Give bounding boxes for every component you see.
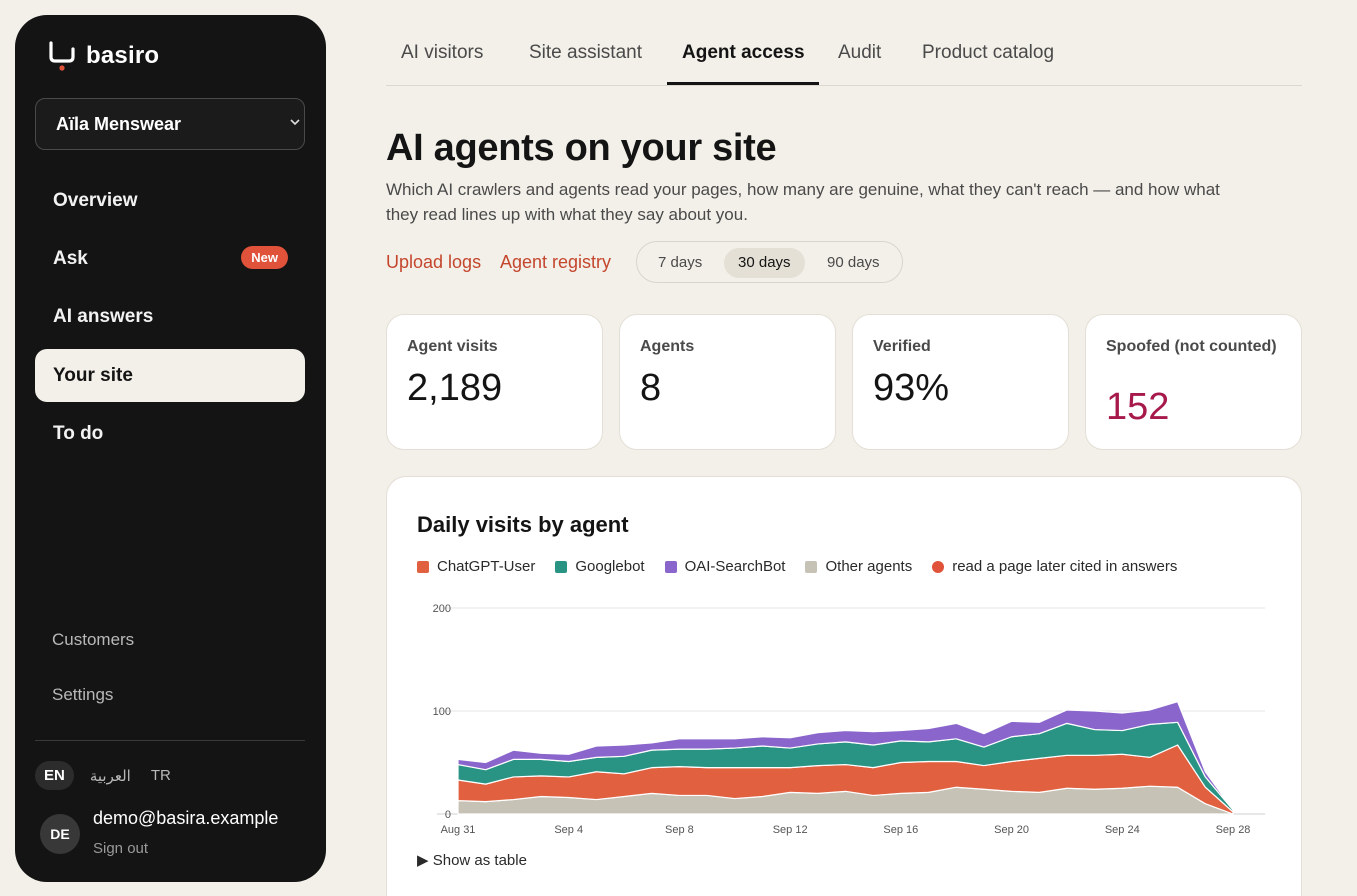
sign-out-link[interactable]: Sign out (93, 840, 149, 857)
y-tick-label: 100 (433, 706, 451, 718)
chart-legend: ChatGPT-User Googlebot OAI-SearchBot Oth… (417, 558, 1197, 575)
active-tab-indicator (667, 82, 819, 85)
legend-other-agents[interactable]: Other agents (805, 558, 912, 575)
nav-item-label: To do (53, 422, 104, 444)
nav-item-ai-answers[interactable]: AI answers (35, 290, 305, 343)
daily-visits-chart-card: Daily visits by agent ChatGPT-User Googl… (386, 476, 1302, 896)
lang-en[interactable]: EN (35, 761, 74, 790)
triangle-right-icon: ▶ (417, 852, 429, 869)
nav-item-to-do[interactable]: To do (35, 407, 305, 460)
tab-ai-visitors[interactable]: AI visitors (401, 42, 484, 63)
stat-label: Verified (873, 338, 931, 355)
stat-value: 2,189 (407, 367, 503, 409)
legend-swatch (417, 560, 429, 573)
x-tick-label: Sep 20 (994, 824, 1029, 836)
stat-card-spoofed: Spoofed (not counted) 152 (1085, 314, 1302, 450)
stat-value: 93% (873, 367, 950, 409)
nav-item-label: Ask (53, 247, 88, 269)
stat-value: 8 (640, 367, 662, 409)
tab-agent-access[interactable]: Agent access (682, 42, 805, 63)
y-tick-label: 200 (433, 603, 451, 615)
stacked-area-chart: 0 100 200 Aug 31 Sep 4 Sep 8 Sep 12 Sep 16 Sep 2… (433, 603, 1265, 836)
x-tick-label: Sep 8 (665, 824, 694, 836)
brand-logo[interactable]: basiro (48, 41, 159, 71)
basiro-logo-icon (48, 41, 76, 71)
workspace-selector[interactable]: Aïla Menswear (35, 98, 305, 150)
range-7-days[interactable]: 7 days (658, 254, 703, 271)
stat-label: Spoofed (not counted) (1106, 338, 1277, 355)
nav-item-ask[interactable]: Ask New (35, 232, 305, 285)
legend-label: read a page later cited in answers (952, 558, 1178, 575)
range-30-days[interactable]: 30 days (724, 248, 805, 278)
legend-label: ChatGPT-User (437, 558, 536, 575)
stat-value: 152 (1106, 386, 1170, 428)
sidebar-divider (35, 740, 305, 741)
nav-item-label: AI answers (53, 305, 154, 327)
page-title: AI agents on your site (386, 127, 777, 169)
tab-product-catalog[interactable]: Product catalog (922, 42, 1055, 63)
chevron-down-icon (288, 115, 302, 129)
x-tick-label: Sep 28 (1216, 824, 1251, 836)
lang-ar[interactable]: العربية (89, 767, 131, 785)
show-as-table-label: Show as table (432, 852, 527, 869)
lang-tr[interactable]: TR (150, 767, 171, 784)
x-tick-label: Sep 12 (773, 824, 808, 836)
chart-title: Daily visits by agent (417, 512, 629, 537)
legend-label: Googlebot (575, 558, 645, 575)
x-tick-label: Aug 31 (441, 824, 476, 836)
user-email: demo@basira.example (93, 808, 279, 828)
legend-chatgpt-user[interactable]: ChatGPT-User (417, 558, 535, 575)
y-tick-label: 0 (445, 809, 451, 821)
x-tick-label: Sep 4 (554, 824, 583, 836)
agent-registry-link[interactable]: Agent registry (500, 252, 612, 272)
stat-label: Agent visits (407, 338, 498, 355)
avatar[interactable]: DE (40, 814, 80, 854)
legend-googlebot[interactable]: Googlebot (555, 558, 645, 575)
x-tick-label: Sep 24 (1105, 824, 1140, 836)
tab-site-assistant[interactable]: Site assistant (529, 42, 642, 63)
range-90-days[interactable]: 90 days (827, 254, 880, 271)
new-badge: New (241, 246, 288, 269)
nav-item-settings[interactable]: Settings (52, 685, 114, 704)
language-switcher: EN العربية TR (35, 761, 191, 790)
legend-swatch (932, 560, 945, 573)
stat-card-agents: Agents 8 (619, 314, 836, 450)
date-range-selector: 7 days 30 days 90 days (636, 241, 903, 283)
tab-bar: AI visitors Site assistant Agent access … (386, 0, 1302, 86)
legend-swatch (805, 560, 818, 573)
page-subtitle: Which AI crawlers and agents read your p… (386, 180, 1220, 224)
stat-card-verified: Verified 93% (852, 314, 1069, 450)
show-as-table-toggle[interactable]: ▶ Show as table (417, 851, 527, 869)
legend-label: OAI-SearchBot (684, 558, 786, 575)
area-oai-searchbot (457, 701, 1234, 811)
nav-item-label: Your site (53, 364, 133, 386)
workspace-name: Aïla Menswear (56, 113, 182, 134)
nav-item-overview[interactable]: Overview (35, 174, 305, 227)
brand-name: basiro (86, 42, 160, 69)
nav-item-label: Overview (53, 189, 138, 211)
nav-item-your-site[interactable]: Your site (35, 349, 305, 402)
stat-card-agent-visits: Agent visits 2,189 (386, 314, 603, 450)
x-tick-label: Sep 16 (883, 824, 918, 836)
legend-oai-searchbot[interactable]: OAI-SearchBot (664, 558, 786, 575)
legend-swatch (555, 560, 568, 573)
nav-item-customers[interactable]: Customers (52, 630, 135, 649)
upload-logs-link[interactable]: Upload logs (386, 252, 482, 272)
tab-audit[interactable]: Audit (838, 42, 882, 63)
legend-cited-marker[interactable]: read a page later cited in answers (932, 558, 1177, 575)
stat-label: Agents (640, 338, 695, 355)
sidebar: basiro Aïla Menswear Overview Ask New AI… (15, 15, 326, 882)
legend-label: Other agents (825, 558, 913, 575)
legend-swatch (664, 560, 677, 573)
